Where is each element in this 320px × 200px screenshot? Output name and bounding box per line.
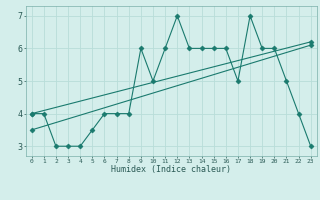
X-axis label: Humidex (Indice chaleur): Humidex (Indice chaleur) [111, 165, 231, 174]
